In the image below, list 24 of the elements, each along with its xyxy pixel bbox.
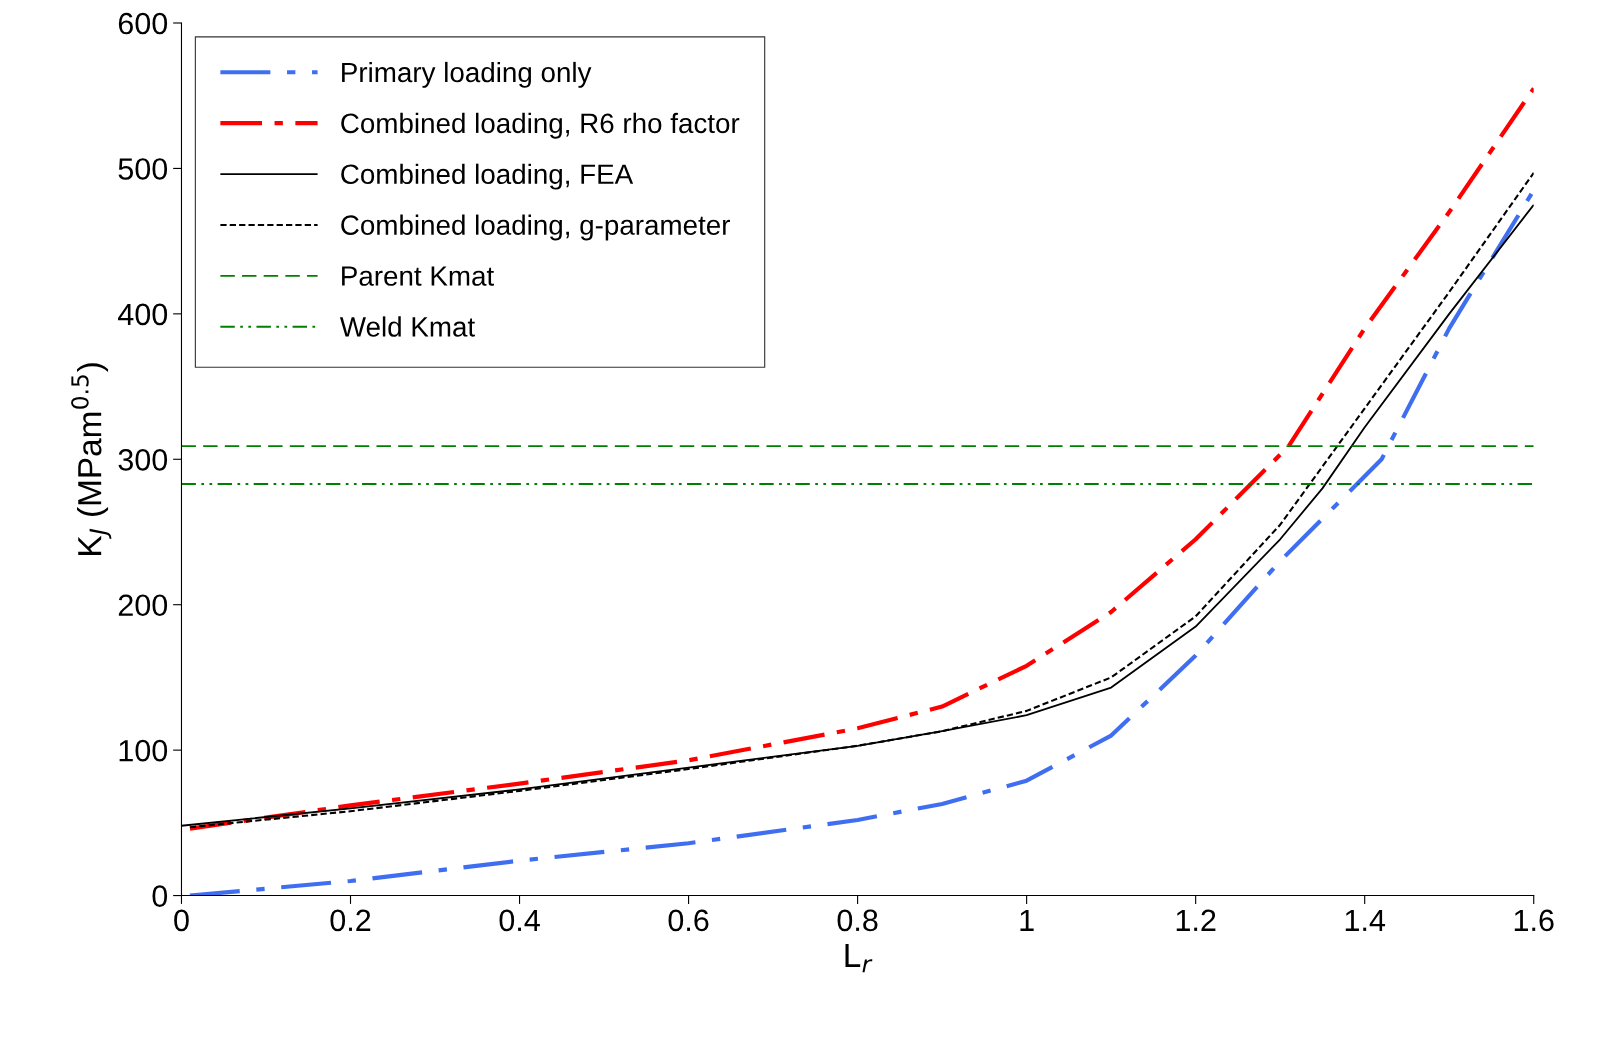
x-tick-label: 0.8 [837, 909, 878, 932]
x-tick-label: 1.2 [1176, 909, 1216, 931]
x-tick-label: 1.4 [1345, 909, 1386, 931]
legend-label: Combined loading, g-parameter [341, 214, 730, 241]
legend-label: Combined loading, FEA [341, 163, 634, 190]
y-tick-label: 200 [118, 594, 168, 617]
y-tick-label: 100 [119, 739, 168, 762]
x-axis-title: L$_{r}$ [845, 943, 873, 973]
legend-label: Primary loading only [342, 61, 592, 88]
legend-label: Weld Kmat [339, 316, 475, 337]
x-tick-label: 0.2 [330, 909, 371, 932]
y-tick-label: 600 [118, 12, 168, 35]
x-tick-label: 1 [1020, 909, 1034, 931]
x-tick-label: 0.6 [668, 909, 709, 932]
y-tick-label: 0 [152, 885, 168, 907]
x-tick-label: 0 [174, 909, 189, 932]
y-tick-label: 500 [118, 158, 168, 180]
legend-label: Combined loading, R6 rho factor [341, 112, 740, 139]
legend-label: Parent Kmat [342, 266, 494, 286]
x-tick-label: 0.4 [499, 909, 540, 932]
y-axis-title: K$_{J}$ (MPam$^{0.5}$) [71, 363, 112, 555]
y-tick-label: 400 [118, 303, 168, 326]
x-tick-label: 1.6 [1514, 909, 1554, 932]
y-tick-label: 300 [118, 449, 168, 471]
